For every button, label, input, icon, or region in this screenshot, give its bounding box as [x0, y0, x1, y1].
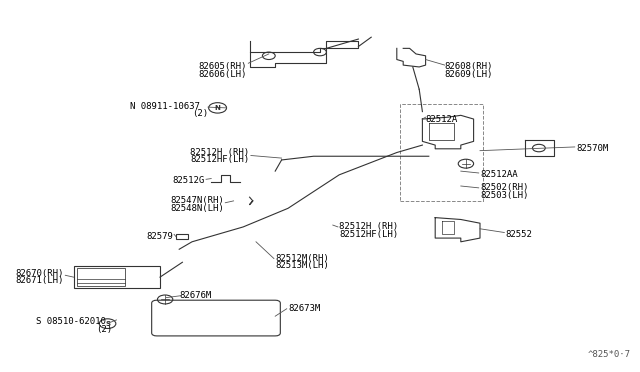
Text: 82548N(LH): 82548N(LH) [170, 204, 224, 213]
Text: 82673M: 82673M [288, 304, 320, 313]
Text: 82502(RH): 82502(RH) [480, 183, 529, 192]
Text: ^825*0·7: ^825*0·7 [588, 350, 630, 359]
Bar [400, 104, 483, 201]
Text: 82676M: 82676M [179, 291, 211, 300]
Text: (2): (2) [192, 109, 208, 118]
Text: 82552: 82552 [506, 230, 532, 239]
Text: S: S [105, 321, 110, 327]
Text: 82512HF(LH): 82512HF(LH) [191, 155, 250, 164]
Bar [176, 234, 188, 239]
Text: 82570M: 82570M [576, 144, 608, 153]
Text: 82503(LH): 82503(LH) [480, 191, 529, 200]
Text: 82512H (RH): 82512H (RH) [339, 222, 398, 231]
Text: 82670(RH): 82670(RH) [15, 269, 64, 278]
Text: 82547N(RH): 82547N(RH) [170, 196, 224, 205]
Text: (2): (2) [96, 325, 112, 334]
Text: 82512G: 82512G [173, 176, 205, 185]
Text: 82579: 82579 [146, 232, 173, 241]
Bar [74, 266, 160, 288]
Text: 82671(LH): 82671(LH) [15, 276, 64, 285]
Text: 82605(RH): 82605(RH) [198, 62, 246, 71]
Text: N 08911-10637: N 08911-10637 [130, 102, 200, 110]
Text: 82512AA: 82512AA [480, 170, 518, 179]
Text: N: N [214, 105, 221, 111]
Bar [77, 268, 125, 286]
Text: 82606(LH): 82606(LH) [198, 70, 246, 79]
Text: 82512M(RH): 82512M(RH) [275, 254, 329, 263]
Text: 82608(RH): 82608(RH) [445, 62, 493, 71]
Text: 82512HF(LH): 82512HF(LH) [339, 230, 398, 239]
Text: S 08510-62010: S 08510-62010 [36, 317, 106, 326]
Text: 82512H (RH): 82512H (RH) [191, 148, 250, 157]
Text: 82609(LH): 82609(LH) [445, 70, 493, 79]
Text: 82513M(LH): 82513M(LH) [275, 262, 329, 270]
Text: 82512A: 82512A [426, 115, 458, 124]
